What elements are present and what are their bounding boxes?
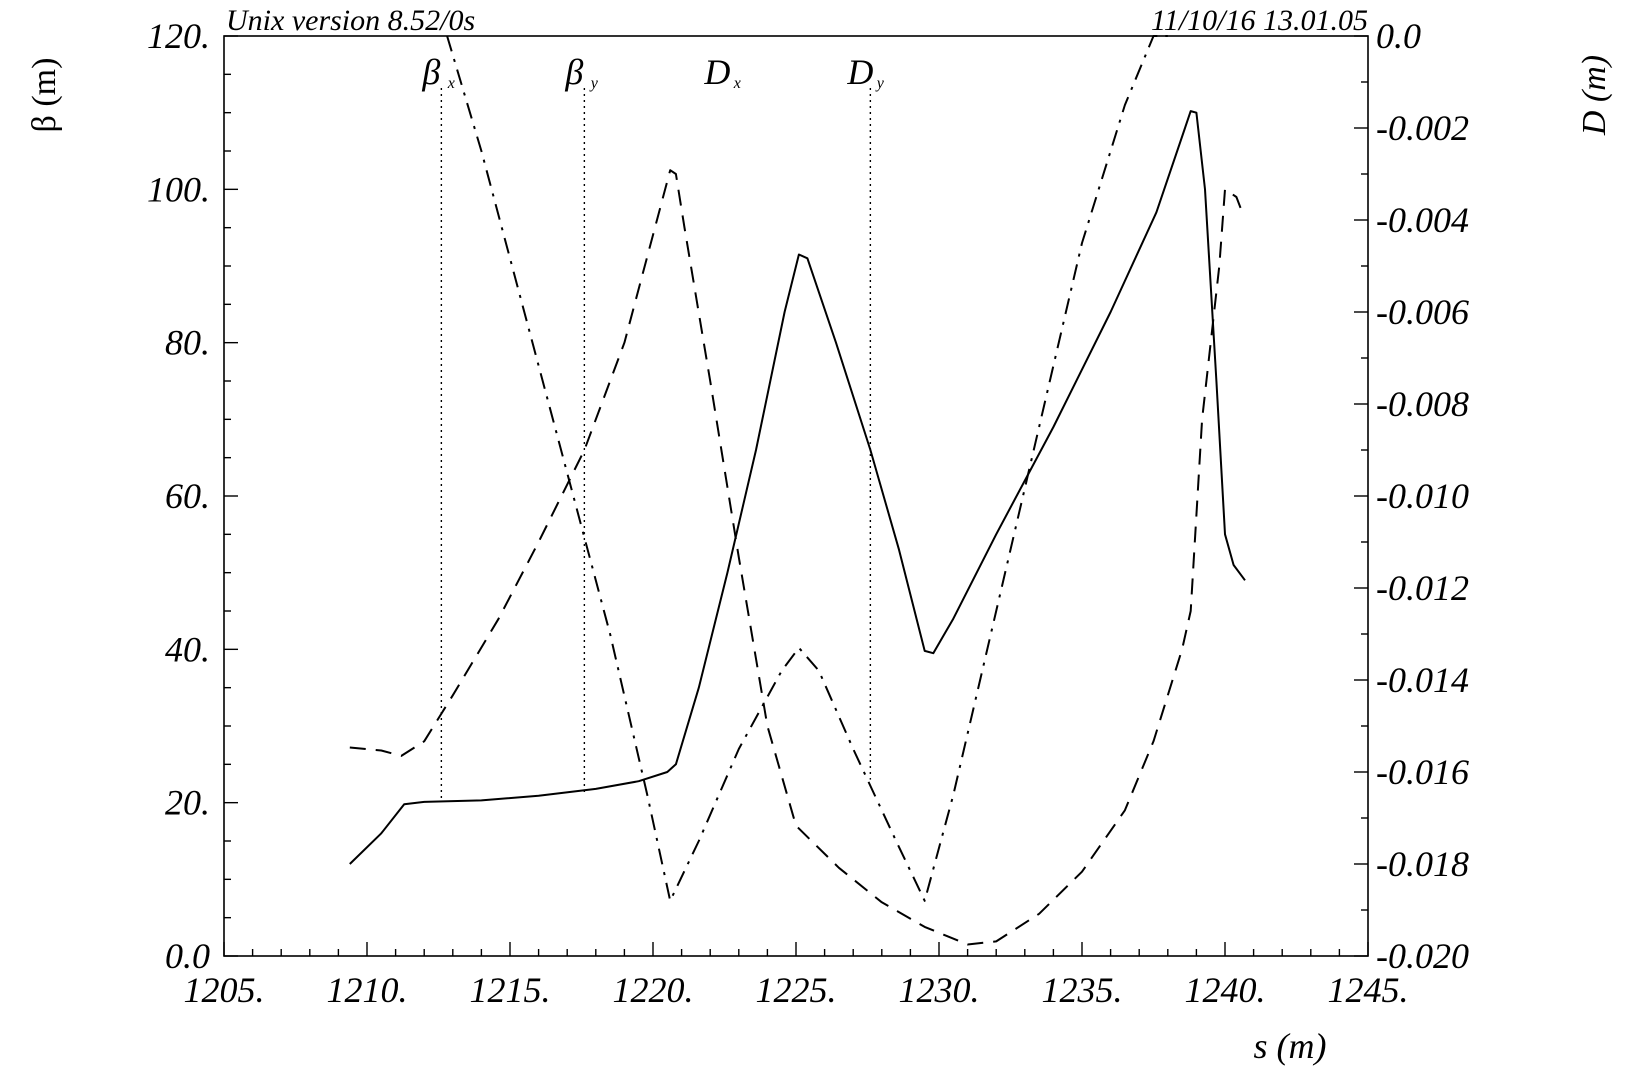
y-left-tick-label: 0.0 xyxy=(165,936,210,976)
y-right-tick-label: 0.0 xyxy=(1376,16,1421,56)
y-right-tick-label: -0.008 xyxy=(1376,384,1469,424)
y-left-tick-label: 120. xyxy=(147,16,210,56)
legend-subscript-y: y xyxy=(589,75,599,92)
legend-label-y: β xyxy=(564,52,583,92)
y-left-tick-label: 60. xyxy=(165,476,210,516)
x-tick-label: 1235. xyxy=(1042,970,1123,1010)
y-right-axis-label: D (m) xyxy=(1576,55,1613,136)
y-right-tick-label: -0.018 xyxy=(1376,844,1469,884)
legend-subscript-y: y xyxy=(875,75,885,92)
y-left-tick-label: 100. xyxy=(147,169,210,209)
plot-area: 1205. 1210. 1215. 1220. 1225. 1230. 1235. 1240.… xyxy=(147,16,1469,1010)
y-right-tick-label: -0.016 xyxy=(1376,752,1469,792)
series-line-βx xyxy=(349,110,1246,865)
y-right-tick-label: -0.004 xyxy=(1376,200,1469,240)
x-tick-label: 1240. xyxy=(1185,970,1266,1010)
y-right-tick-label: -0.002 xyxy=(1376,108,1469,148)
y-right-tick-label: -0.012 xyxy=(1376,568,1469,608)
x-tick-label: 1220. xyxy=(613,970,694,1010)
legend-label-x: D xyxy=(703,52,730,92)
y-right-tick-label: -0.020 xyxy=(1376,936,1469,976)
y-right-tick-label: -0.014 xyxy=(1376,660,1469,700)
legend-label-x: β xyxy=(421,52,440,92)
y-left-tick-label: 80. xyxy=(165,323,210,363)
y-left-tick-label: 20. xyxy=(165,783,210,823)
legend-subscript-x: x xyxy=(447,75,455,92)
legend-subscript-x: x xyxy=(733,75,741,92)
y-left-tick-label: 40. xyxy=(165,629,210,669)
y-left-axis-label: β (m) xyxy=(26,58,63,133)
y-right-tick-label: -0.010 xyxy=(1376,476,1469,516)
x-tick-label: 1215. xyxy=(470,970,551,1010)
x-axis-label: s (m) xyxy=(1254,1026,1327,1066)
x-tick-label: 1245. xyxy=(1328,970,1409,1010)
x-tick-label: 1210. xyxy=(327,970,408,1010)
x-tick-label: 1205. xyxy=(184,970,265,1010)
series-line-βy xyxy=(349,169,1244,946)
y-right-tick-label: -0.006 xyxy=(1376,292,1469,332)
header-left: Unix version 8.52/0s xyxy=(226,4,475,37)
legend-label-y: D xyxy=(846,52,873,92)
header-right: 11/10/16 13.01.05 xyxy=(1151,4,1368,37)
x-tick-label: 1225. xyxy=(756,970,837,1010)
plot-frame xyxy=(223,35,1369,957)
x-tick-label: 1230. xyxy=(899,970,980,1010)
series-line-Dx xyxy=(446,35,1168,902)
